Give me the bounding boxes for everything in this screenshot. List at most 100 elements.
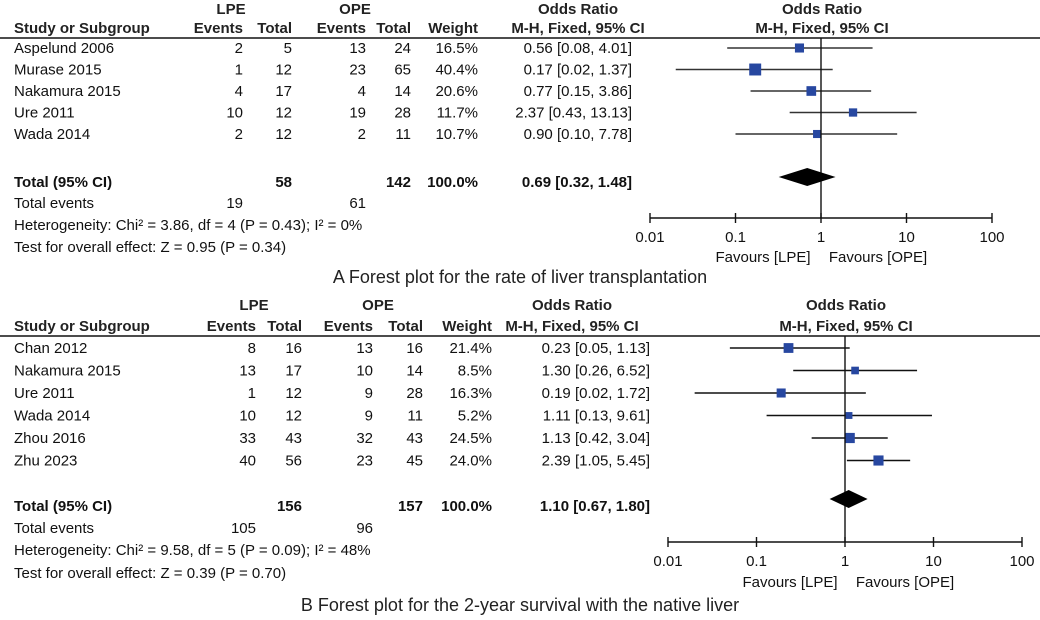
weight-a: 20.6% bbox=[435, 83, 478, 100]
effect-marker-a bbox=[848, 108, 858, 117]
study-header-a: Study or Subgroup bbox=[14, 20, 150, 37]
total-lpe-header-b: Total bbox=[267, 318, 302, 335]
total-events-e2-b: 96 bbox=[356, 520, 373, 537]
total-ope-b: 14 bbox=[406, 363, 423, 380]
total-events-e1-a: 19 bbox=[226, 195, 243, 212]
odds-ratio-ci-a: 0.77 [0.15, 3.86] bbox=[524, 83, 632, 100]
panel-a: LPE OPE Odds Ratio Odds Ratio Study or S… bbox=[0, 1, 1040, 287]
effect-marker-b bbox=[776, 388, 786, 398]
total-events-e1-b: 105 bbox=[231, 520, 256, 537]
total-lpe-b: 56 bbox=[285, 453, 302, 470]
study-name-b: Zhou 2016 bbox=[14, 430, 86, 447]
events-ope-a: 19 bbox=[349, 105, 366, 122]
events-ope-a: 23 bbox=[349, 62, 366, 79]
total-weight-a: 100.0% bbox=[427, 174, 478, 191]
total-ope-b: 11 bbox=[407, 408, 423, 425]
x-axis-tick-label-a: 0.1 bbox=[725, 229, 746, 246]
overall-effect-b: Test for overall effect: Z = 0.39 (P = 0… bbox=[14, 565, 286, 582]
total-events-label-a: Total events bbox=[14, 195, 94, 212]
effect-marker-a bbox=[806, 86, 817, 96]
pooled-diamond-a bbox=[778, 168, 836, 186]
events-lpe-header-b: Events bbox=[207, 318, 256, 335]
study-name-a: Nakamura 2015 bbox=[14, 83, 121, 100]
total-ope-header-a: Total bbox=[376, 20, 411, 37]
heterogeneity-a: Heterogeneity: Chi² = 3.86, df = 4 (P = … bbox=[14, 217, 362, 234]
study-name-b: Nakamura 2015 bbox=[14, 363, 121, 380]
x-axis-tick-label-a: 1 bbox=[817, 229, 825, 246]
events-ope-header-b: Events bbox=[324, 318, 373, 335]
study-name-a: Murase 2015 bbox=[14, 62, 102, 79]
odds-ratio-ci-b: 1.11 [0.13, 9.61] bbox=[543, 408, 650, 425]
weight-b: 16.3% bbox=[449, 385, 492, 402]
caption-b: B Forest plot for the 2-year survival wi… bbox=[301, 595, 739, 615]
odds-ratio-ci-b: 0.19 [0.02, 1.72] bbox=[542, 385, 650, 402]
total-label-b: Total (95% CI) bbox=[14, 498, 112, 515]
events-ope-b: 10 bbox=[356, 363, 373, 380]
odds-ratio-ci-b: 1.30 [0.26, 6.52] bbox=[542, 363, 650, 380]
overall-effect-a: Test for overall effect: Z = 0.95 (P = 0… bbox=[14, 239, 286, 256]
total-ope-b: 45 bbox=[406, 453, 423, 470]
group-lpe-label-a: LPE bbox=[216, 1, 245, 18]
total-ope-a: 65 bbox=[394, 62, 411, 79]
panel-b: LPE OPE Odds Ratio Odds Ratio Study or S… bbox=[0, 297, 1040, 615]
total-lpe-a: 12 bbox=[275, 62, 292, 79]
total-ci-b: 1.10 [0.67, 1.80] bbox=[540, 498, 650, 515]
weight-b: 21.4% bbox=[449, 340, 492, 357]
x-axis-tick-label-b: 100 bbox=[1009, 553, 1034, 570]
weight-a: 40.4% bbox=[435, 62, 478, 79]
weight-a: 10.7% bbox=[435, 126, 478, 143]
effect-marker-a bbox=[813, 129, 822, 139]
events-lpe-header-a: Events bbox=[194, 20, 243, 37]
x-axis-tick-label-a: 100 bbox=[979, 229, 1004, 246]
odds-ratio-ci-a: 0.90 [0.10, 7.78] bbox=[524, 126, 632, 143]
events-ope-header-a: Events bbox=[317, 20, 366, 37]
total-n1-b: 156 bbox=[277, 498, 302, 515]
study-name-b: Zhu 2023 bbox=[14, 453, 77, 470]
events-ope-b: 13 bbox=[356, 340, 373, 357]
x-axis-tick-label-b: 0.01 bbox=[653, 553, 682, 570]
total-label-a: Total (95% CI) bbox=[14, 174, 112, 191]
or-header-sub-b: M-H, Fixed, 95% CI bbox=[505, 318, 638, 335]
total-ope-header-b: Total bbox=[388, 318, 423, 335]
total-events-e2-a: 61 bbox=[349, 195, 366, 212]
total-weight-b: 100.0% bbox=[441, 498, 492, 515]
events-lpe-b: 8 bbox=[248, 340, 256, 357]
odds-ratio-ci-a: 0.17 [0.02, 1.37] bbox=[524, 62, 632, 79]
x-axis-tick-label-a: 10 bbox=[898, 229, 915, 246]
total-ope-b: 16 bbox=[406, 340, 423, 357]
study-name-a: Aspelund 2006 bbox=[14, 40, 114, 57]
total-ope-b: 43 bbox=[406, 430, 423, 447]
events-lpe-a: 2 bbox=[235, 126, 243, 143]
study-name-a: Wada 2014 bbox=[14, 126, 90, 143]
odds-ratio-ci-b: 0.23 [0.05, 1.13] bbox=[542, 340, 650, 357]
total-lpe-a: 12 bbox=[275, 105, 292, 122]
total-ci-a: 0.69 [0.32, 1.48] bbox=[522, 174, 632, 191]
study-name-b: Ure 2011 bbox=[14, 385, 75, 402]
x-axis-tick-label-a: 0.01 bbox=[635, 229, 664, 246]
or-header-sub-a: M-H, Fixed, 95% CI bbox=[511, 20, 644, 37]
favours-left-a: Favours [LPE] bbox=[715, 249, 810, 266]
events-ope-a: 4 bbox=[358, 83, 366, 100]
total-n2-a: 142 bbox=[386, 174, 411, 191]
forest-plot-b: 0.01 0.1 1 10 100 Favours [LPE] Favours [OPE] bbox=[653, 336, 1035, 591]
total-lpe-b: 12 bbox=[285, 408, 302, 425]
total-ope-a: 24 bbox=[394, 40, 411, 57]
events-ope-b: 32 bbox=[356, 430, 373, 447]
events-lpe-a: 10 bbox=[226, 105, 243, 122]
study-name-b: Wada 2014 bbox=[14, 408, 90, 425]
or-header-top-a: Odds Ratio bbox=[538, 1, 618, 18]
events-lpe-b: 13 bbox=[239, 363, 256, 380]
heterogeneity-b: Heterogeneity: Chi² = 9.58, df = 5 (P = … bbox=[14, 542, 371, 559]
plot-header-sub-a: M-H, Fixed, 95% CI bbox=[755, 20, 888, 37]
group-ope-label-b: OPE bbox=[362, 297, 394, 314]
total-ope-a: 28 bbox=[394, 105, 411, 122]
events-lpe-b: 33 bbox=[239, 430, 256, 447]
favours-right-a: Favours [OPE] bbox=[829, 249, 927, 266]
total-events-label-b: Total events bbox=[14, 520, 94, 537]
events-lpe-b: 1 bbox=[248, 385, 256, 402]
total-ope-a: 11 bbox=[395, 126, 411, 143]
odds-ratio-ci-b: 1.13 [0.42, 3.04] bbox=[542, 430, 650, 447]
weight-b: 24.0% bbox=[449, 453, 492, 470]
x-axis-tick-label-b: 0.1 bbox=[746, 553, 767, 570]
